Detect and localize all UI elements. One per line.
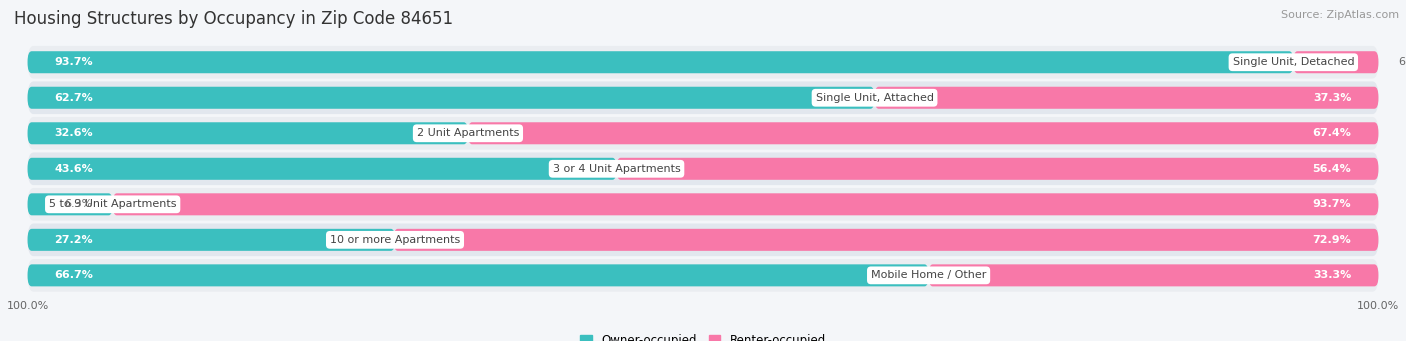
FancyBboxPatch shape (1294, 51, 1378, 73)
Text: 66.7%: 66.7% (55, 270, 93, 280)
Text: 37.3%: 37.3% (1313, 93, 1351, 103)
Text: 32.6%: 32.6% (55, 128, 93, 138)
Text: 93.7%: 93.7% (55, 57, 93, 67)
Text: Single Unit, Detached: Single Unit, Detached (1233, 57, 1354, 67)
Text: 56.4%: 56.4% (1313, 164, 1351, 174)
FancyBboxPatch shape (28, 264, 928, 286)
FancyBboxPatch shape (28, 229, 395, 251)
FancyBboxPatch shape (28, 117, 1378, 150)
Text: 27.2%: 27.2% (55, 235, 93, 245)
Text: 72.9%: 72.9% (1313, 235, 1351, 245)
FancyBboxPatch shape (28, 223, 1378, 256)
FancyBboxPatch shape (394, 229, 1378, 251)
Text: 43.6%: 43.6% (55, 164, 93, 174)
Text: 33.3%: 33.3% (1313, 270, 1351, 280)
Text: 93.7%: 93.7% (1313, 199, 1351, 209)
Text: 6.3%: 6.3% (65, 199, 93, 209)
FancyBboxPatch shape (28, 152, 1378, 185)
FancyBboxPatch shape (28, 81, 1378, 114)
Text: Source: ZipAtlas.com: Source: ZipAtlas.com (1281, 10, 1399, 20)
FancyBboxPatch shape (468, 122, 1378, 144)
Text: Mobile Home / Other: Mobile Home / Other (870, 270, 986, 280)
Text: 10 or more Apartments: 10 or more Apartments (330, 235, 460, 245)
Text: 3 or 4 Unit Apartments: 3 or 4 Unit Apartments (553, 164, 681, 174)
FancyBboxPatch shape (28, 51, 1294, 73)
FancyBboxPatch shape (875, 87, 1378, 109)
Text: 2 Unit Apartments: 2 Unit Apartments (416, 128, 519, 138)
FancyBboxPatch shape (28, 259, 1378, 292)
Text: Housing Structures by Occupancy in Zip Code 84651: Housing Structures by Occupancy in Zip C… (14, 10, 453, 28)
FancyBboxPatch shape (28, 158, 617, 180)
FancyBboxPatch shape (28, 188, 1378, 221)
FancyBboxPatch shape (617, 158, 1378, 180)
FancyBboxPatch shape (928, 264, 1378, 286)
FancyBboxPatch shape (28, 193, 112, 215)
FancyBboxPatch shape (28, 46, 1378, 78)
Text: Single Unit, Attached: Single Unit, Attached (815, 93, 934, 103)
Text: 5 to 9 Unit Apartments: 5 to 9 Unit Apartments (49, 199, 176, 209)
FancyBboxPatch shape (28, 122, 468, 144)
Text: 67.4%: 67.4% (1313, 128, 1351, 138)
Text: 62.7%: 62.7% (55, 93, 93, 103)
Legend: Owner-occupied, Renter-occupied: Owner-occupied, Renter-occupied (579, 334, 827, 341)
FancyBboxPatch shape (112, 193, 1378, 215)
FancyBboxPatch shape (28, 87, 875, 109)
Text: 6.3%: 6.3% (1399, 57, 1406, 67)
